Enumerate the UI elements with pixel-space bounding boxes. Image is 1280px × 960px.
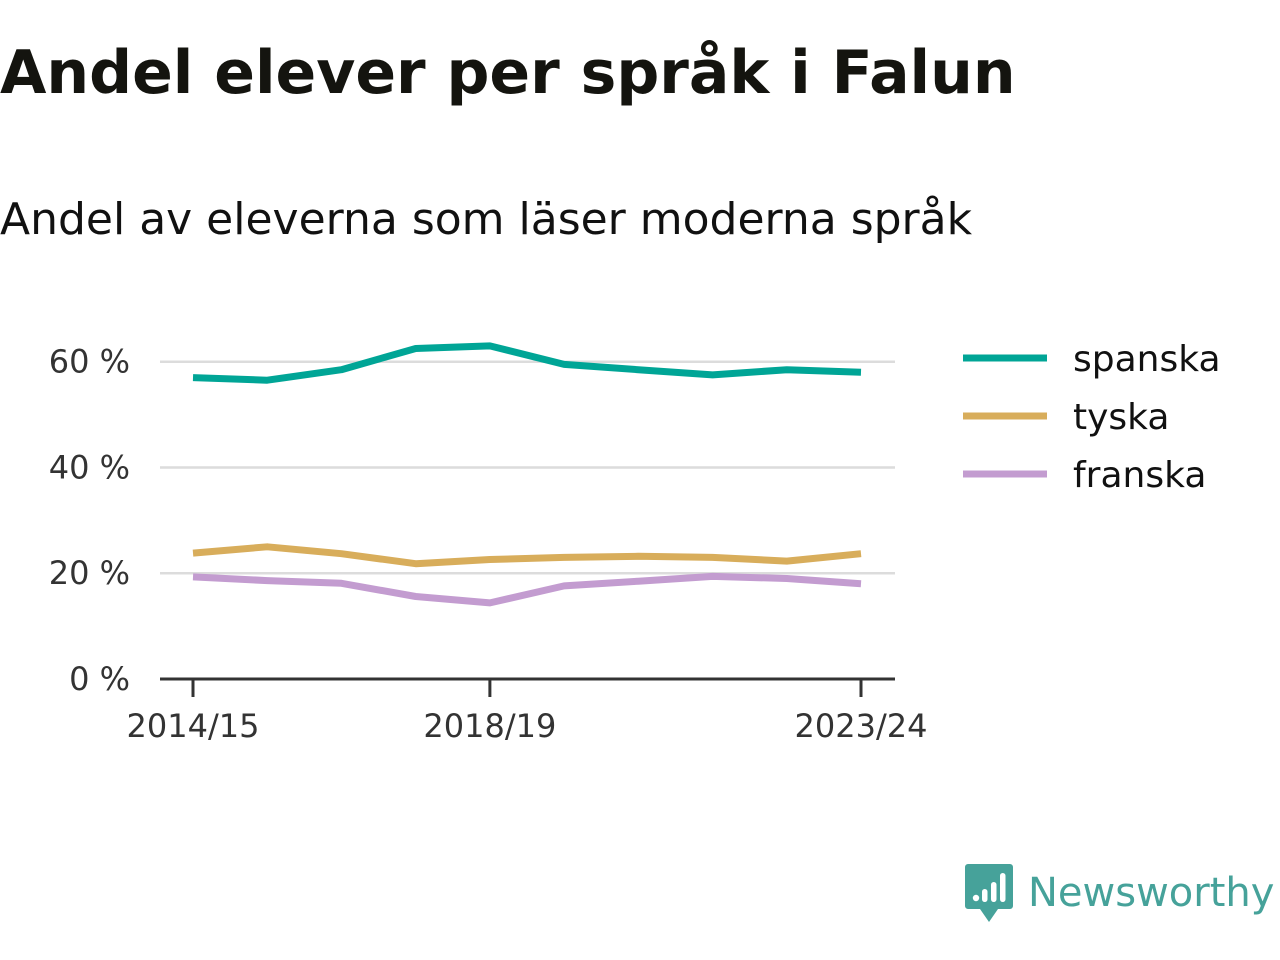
x-tick-label: 2023/24 <box>795 707 928 745</box>
legend-label-spanska: spanska <box>1073 339 1221 380</box>
legend-label-franska: franska <box>1073 455 1206 496</box>
x-axis <box>160 677 895 697</box>
legend-label-tyska: tyska <box>1073 397 1169 438</box>
series-line-tyska <box>192 543 862 568</box>
series-line-spanska <box>192 342 862 384</box>
y-tick-label: 40 % <box>49 448 130 486</box>
x-tick-label: 2014/15 <box>127 707 260 745</box>
grid-lines <box>160 360 895 575</box>
y-tick-label: 0 % <box>69 660 130 698</box>
x-axis-labels: 2014/15 2018/19 2023/24 <box>127 707 928 745</box>
chart-title: Andel elever per språk i Falun <box>0 38 1016 108</box>
y-tick-label: 60 % <box>49 343 130 381</box>
y-axis-labels: 0 % 20 % 40 % 60 % <box>49 343 130 698</box>
newsworthy-logo: Newsworthy <box>964 862 1274 924</box>
logo-text: Newsworthy <box>1028 870 1275 916</box>
x-tick-label: 2018/19 <box>423 707 556 745</box>
legend: spanska tyska franska <box>963 339 1221 496</box>
chart-subtitle: Andel av eleverna som läser moderna språ… <box>0 194 973 245</box>
series-line-franska <box>192 572 862 607</box>
newsworthy-logo-icon <box>965 864 1013 922</box>
series-lines <box>192 342 862 607</box>
y-tick-label: 20 % <box>49 554 130 592</box>
